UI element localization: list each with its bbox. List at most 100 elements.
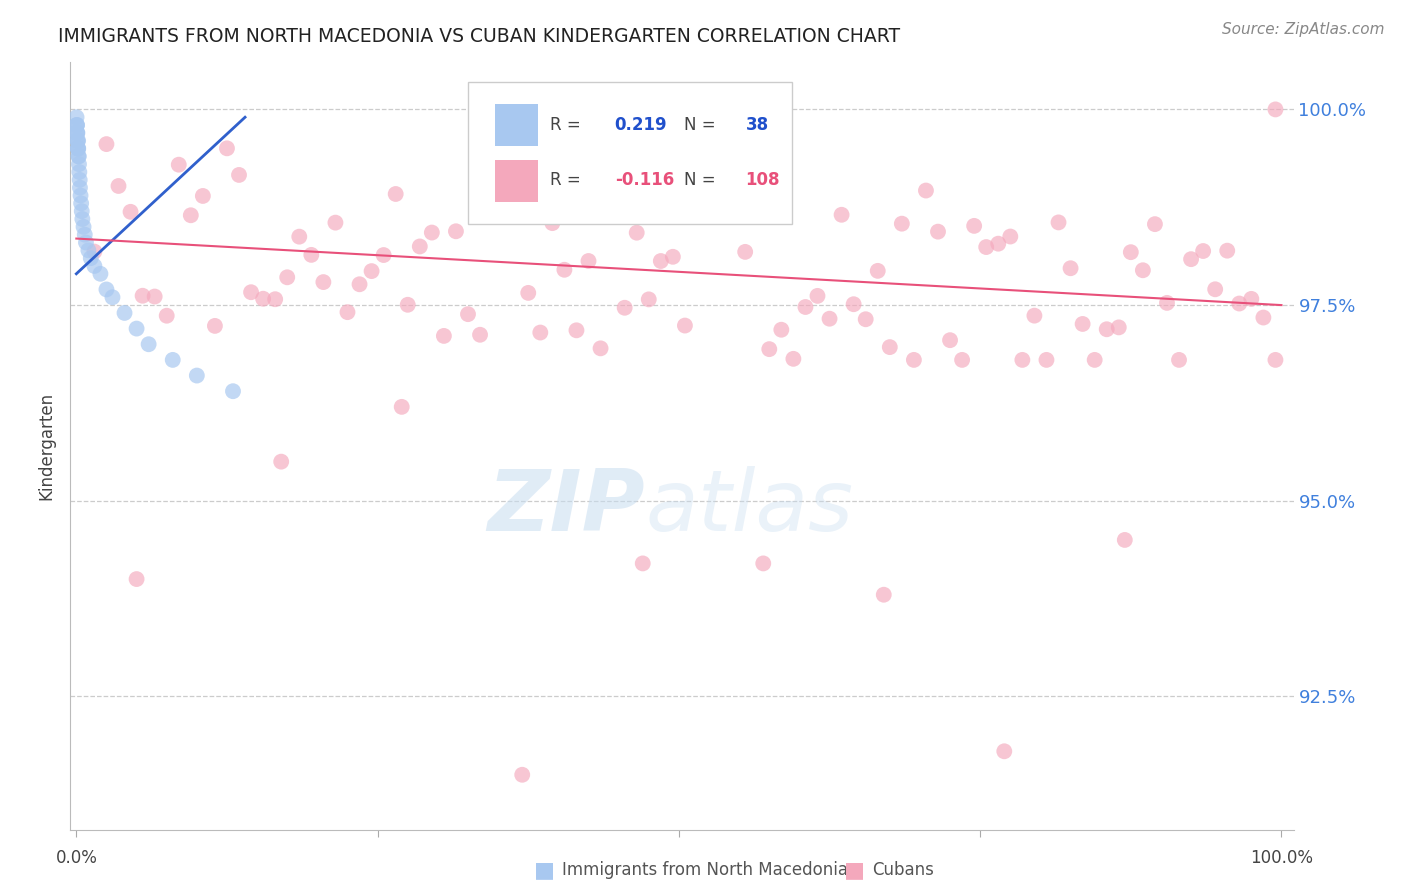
Point (1059, 261, 1081, 276)
Point (69, 173, 91, 187)
Point (396, 298, 419, 312)
Point (873, 588, 896, 602)
Point (842, 297, 865, 311)
Text: N =: N = (685, 116, 716, 134)
Point (963, 219, 986, 233)
Text: 100.0%: 100.0% (1250, 849, 1313, 867)
Point (120, 204, 142, 219)
Point (1084, 352, 1107, 367)
Point (96, 282, 118, 296)
Text: -0.116: -0.116 (614, 171, 673, 189)
Point (186, 368, 208, 383)
Point (1071, 317, 1094, 331)
Point (1168, 352, 1191, 367)
Point (66, 118, 89, 132)
Point (721, 188, 744, 202)
Point (360, 264, 382, 278)
Point (457, 307, 479, 321)
Text: Immigrants from North Macedonia: Immigrants from North Macedonia (562, 861, 848, 879)
Point (222, 384, 245, 399)
Point (66, 142, 89, 156)
Point (1240, 292, 1263, 306)
Point (747, 185, 769, 199)
Text: ■: ■ (844, 860, 865, 880)
Text: 0.219: 0.219 (614, 116, 668, 134)
Point (67, 149, 90, 163)
Point (391, 400, 413, 414)
Point (1180, 252, 1202, 267)
Point (505, 190, 527, 204)
Point (697, 209, 720, 223)
Point (325, 216, 347, 230)
Point (276, 270, 298, 285)
Point (101, 290, 124, 304)
Point (67, 149, 90, 163)
Point (950, 352, 973, 367)
Point (481, 162, 503, 177)
Bar (495, 160, 537, 202)
Point (312, 275, 335, 289)
Point (565, 323, 588, 337)
Point (204, 318, 226, 333)
Point (993, 744, 1015, 758)
Point (541, 216, 564, 230)
Point (72, 219, 94, 234)
Point (752, 557, 775, 571)
Point (288, 229, 311, 244)
Point (349, 277, 371, 292)
Point (131, 289, 153, 303)
Text: ZIP: ZIP (488, 466, 645, 549)
Point (409, 239, 432, 253)
Point (974, 240, 997, 254)
Point (67, 142, 90, 156)
Point (987, 236, 1010, 251)
Point (1095, 322, 1118, 336)
Point (162, 352, 184, 367)
Point (637, 293, 659, 307)
Point (794, 300, 817, 314)
FancyBboxPatch shape (468, 81, 792, 224)
Point (890, 217, 912, 231)
Point (879, 340, 901, 354)
Text: IMMIGRANTS FROM NORTH MACEDONIA VS CUBAN KINDERGARTEN CORRELATION CHART: IMMIGRANTS FROM NORTH MACEDONIA VS CUBAN… (58, 27, 900, 45)
Point (66, 126, 89, 140)
Point (939, 333, 962, 347)
Point (433, 329, 456, 343)
Point (240, 285, 263, 300)
Point (77, 244, 100, 258)
Text: Cubans: Cubans (872, 861, 934, 879)
Point (107, 178, 129, 193)
Point (125, 572, 148, 586)
Point (69, 180, 91, 194)
Point (67, 134, 90, 148)
Text: Source: ZipAtlas.com: Source: ZipAtlas.com (1222, 22, 1385, 37)
Point (143, 289, 166, 303)
Point (710, 179, 733, 194)
Point (734, 244, 756, 259)
Point (468, 327, 491, 342)
Point (228, 168, 250, 182)
Point (66, 134, 89, 148)
Point (336, 305, 359, 319)
Point (553, 262, 575, 277)
Text: N =: N = (685, 171, 716, 189)
Point (252, 292, 274, 306)
Point (1119, 245, 1142, 260)
Text: 108: 108 (745, 171, 780, 189)
Point (1132, 263, 1154, 277)
Point (831, 208, 853, 222)
Point (83, 259, 105, 273)
Point (1035, 352, 1057, 367)
Point (66, 126, 89, 140)
Point (1024, 309, 1046, 323)
Point (626, 226, 648, 240)
Point (1114, 533, 1136, 547)
Point (299, 248, 322, 262)
Point (517, 285, 540, 300)
Point (806, 289, 828, 303)
Point (650, 254, 672, 268)
Point (673, 318, 696, 333)
Point (1192, 244, 1215, 258)
Text: R =: R = (550, 116, 581, 134)
Point (818, 311, 841, 326)
